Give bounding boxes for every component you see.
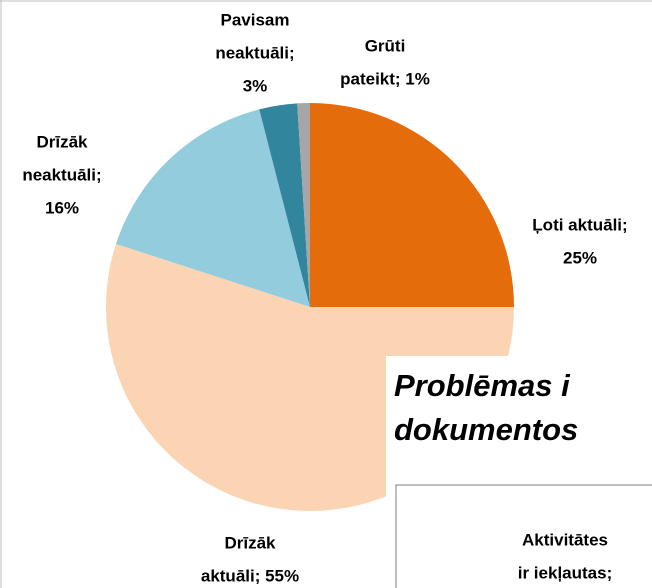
pie-slice	[310, 103, 514, 307]
data-label: Drīzāk	[224, 533, 276, 552]
data-label: 3%	[243, 76, 268, 95]
overlay-box	[395, 484, 652, 588]
overlay-box-text: ir iekļautas;	[518, 563, 613, 582]
data-label: aktuāli; 55%	[201, 566, 299, 585]
data-label: pateikt; 1%	[340, 69, 430, 88]
data-label: Grūti	[365, 36, 406, 55]
overlay-box-text: Aktivitātes	[522, 530, 608, 549]
overlay-title: dokumentos	[394, 412, 578, 447]
data-label: 16%	[45, 198, 79, 217]
data-label: Ļoti aktuāli;	[532, 215, 627, 234]
data-label: neaktuāli;	[22, 165, 101, 184]
data-label: Drīzāk	[36, 132, 88, 151]
data-label: 25%	[563, 248, 597, 267]
pie-slice	[297, 103, 310, 307]
pie	[106, 103, 515, 511]
pie-slice	[259, 103, 310, 307]
pie-slice	[115, 109, 311, 308]
overlay-title: Problēmas i	[394, 368, 571, 403]
data-label: neaktuāli;	[215, 43, 294, 62]
data-label: Pavisam	[221, 10, 290, 29]
